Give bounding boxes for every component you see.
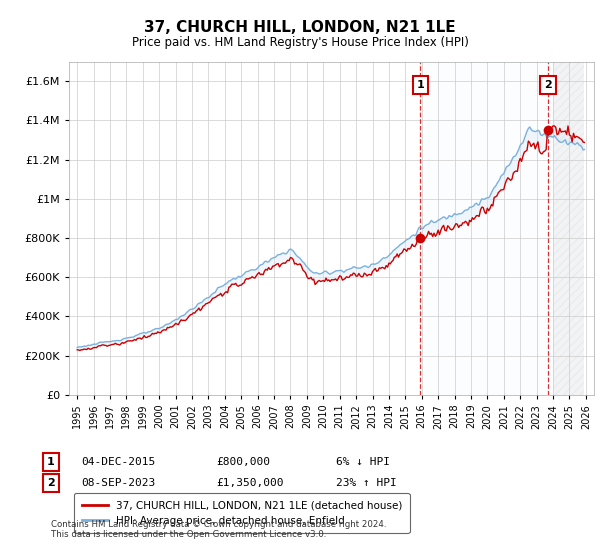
Text: 2: 2 <box>544 80 552 90</box>
Text: 04-DEC-2015: 04-DEC-2015 <box>81 457 155 467</box>
Text: Contains HM Land Registry data © Crown copyright and database right 2024.
This d: Contains HM Land Registry data © Crown c… <box>51 520 386 539</box>
Text: 1: 1 <box>47 457 55 467</box>
Text: 37, CHURCH HILL, LONDON, N21 1LE: 37, CHURCH HILL, LONDON, N21 1LE <box>144 20 456 35</box>
Text: 23% ↑ HPI: 23% ↑ HPI <box>336 478 397 488</box>
Text: £1,350,000: £1,350,000 <box>216 478 284 488</box>
Legend: 37, CHURCH HILL, LONDON, N21 1LE (detached house), HPI: Average price, detached : 37, CHURCH HILL, LONDON, N21 1LE (detach… <box>74 493 410 533</box>
Text: 6% ↓ HPI: 6% ↓ HPI <box>336 457 390 467</box>
Text: 2: 2 <box>47 478 55 488</box>
Text: 1: 1 <box>416 80 424 90</box>
Text: £800,000: £800,000 <box>216 457 270 467</box>
Text: 08-SEP-2023: 08-SEP-2023 <box>81 478 155 488</box>
Text: Price paid vs. HM Land Registry's House Price Index (HPI): Price paid vs. HM Land Registry's House … <box>131 36 469 49</box>
